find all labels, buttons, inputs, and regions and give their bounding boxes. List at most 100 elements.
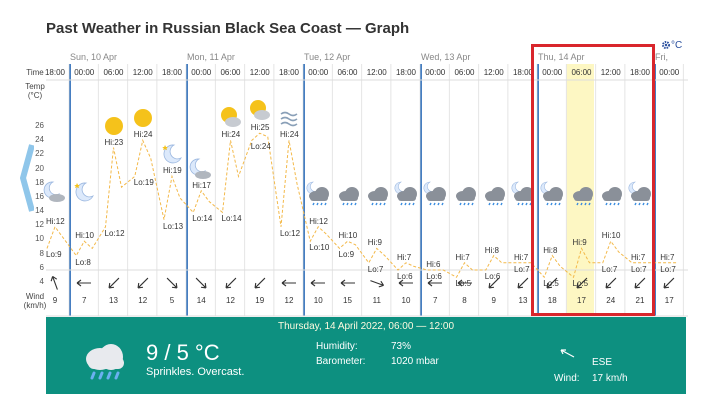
wind-arrow-icon [369, 280, 384, 288]
moon-icon [74, 182, 95, 202]
temp-unit-label: (°C) [27, 91, 43, 100]
moon-rain-icon [394, 181, 417, 206]
temp-row-label: Temp [25, 82, 45, 91]
time-label: 06:00 [571, 68, 592, 77]
wind-speed: 14 [196, 296, 206, 305]
wind-arrow-icon [546, 277, 558, 289]
wind-speed: 9 [52, 296, 58, 305]
time-label: 00:00 [74, 68, 95, 77]
lo-label: Lo:5 [455, 279, 472, 289]
barometer-value: 1020 mbar [391, 356, 439, 367]
gear-icon [662, 41, 670, 49]
wind-arrow-icon [457, 279, 472, 287]
y-axis-tick: 6 [39, 262, 44, 272]
time-label: 18:00 [395, 68, 417, 77]
day-label: Fri, [655, 52, 668, 62]
hi-label: Hi:7 [631, 252, 646, 262]
lo-label: Lo:7 [514, 264, 530, 274]
wind-speed: 12 [138, 296, 148, 305]
sun-cloud-icon [249, 100, 270, 121]
temperature-line [46, 132, 678, 279]
page-title: Past Weather in Russian Black Sea Coast … [46, 20, 410, 37]
detail-description: Sprinkles. Overcast. [146, 366, 245, 378]
rain-cloud-icon [367, 187, 388, 206]
wind-speed: 9 [491, 296, 496, 305]
hi-label: Hi:23 [104, 137, 124, 147]
moon-cloud-icon [189, 158, 212, 179]
sun-icon [133, 109, 152, 128]
hi-label: Hi:12 [309, 216, 328, 226]
humidity-value: 73% [391, 341, 412, 352]
hi-label: Hi:24 [133, 130, 153, 140]
time-label: 12:00 [249, 68, 270, 77]
wind-speed: 5 [169, 296, 175, 305]
moon-icon [162, 144, 182, 164]
lo-label: Lo:14 [192, 214, 213, 224]
lo-label: Lo:6 [397, 272, 413, 281]
wind-speed: 7 [82, 296, 87, 305]
hi-label: Hi:7 [397, 252, 412, 262]
rain-cloud-icon [484, 187, 505, 206]
moon-rain-icon [511, 181, 534, 206]
hi-label: Hi:7 [455, 252, 470, 262]
hi-label: Hi:8 [484, 245, 499, 255]
wind-speed: 12 [226, 296, 235, 305]
wind-speed: 12 [284, 296, 294, 305]
wind-speed: 17 [664, 296, 674, 305]
lo-label: Lo:10 [309, 243, 330, 253]
weather-graph [46, 64, 688, 317]
wind-row-label: Wind [25, 292, 45, 301]
hi-label: Hi:9 [367, 238, 382, 248]
chevron-left-icon [20, 144, 35, 212]
time-label: 06:00 [220, 68, 241, 77]
day-label: Tue, 12 Apr [304, 52, 351, 62]
time-label: 18:00 [44, 68, 66, 77]
time-label: 06:00 [454, 68, 475, 77]
y-axis-tick: 16 [35, 191, 44, 201]
wind-speed: 13 [109, 296, 118, 305]
wind-speed: 7 [433, 296, 438, 305]
moon-cloud-icon [43, 181, 65, 202]
wind-arrow-icon [488, 277, 500, 289]
hi-label: Hi:6 [426, 260, 441, 269]
lo-label: Lo:12 [280, 228, 301, 238]
y-axis-tick: 4 [39, 277, 44, 287]
time-row-label: Time [26, 68, 44, 77]
lo-label: Lo:14 [221, 214, 242, 224]
wind-label: Wind: [554, 373, 580, 384]
rain-cloud-icon [455, 187, 476, 206]
wind-speed: 21 [635, 296, 645, 305]
wind-speed: 19 [255, 296, 265, 305]
wind-speed: 10 [401, 296, 411, 305]
y-axis-tick: 12 [35, 220, 44, 230]
detail-temperature: 9 / 5 °C [146, 340, 220, 365]
lo-label: Lo:13 [163, 221, 184, 231]
lo-label: Lo:6 [426, 272, 442, 281]
hi-label: Hi:17 [192, 180, 211, 190]
wind-direction-icon [560, 349, 575, 358]
wind-arrow-icon [137, 277, 149, 289]
wind-arrow-icon [634, 277, 646, 289]
hi-label: Hi:25 [250, 123, 270, 133]
lo-label: Lo:6 [484, 272, 501, 281]
lo-label: Lo:7 [601, 264, 618, 274]
time-label: 18:00 [278, 68, 300, 77]
lo-label: Lo:9 [46, 250, 62, 260]
time-label: 06:00 [337, 68, 358, 77]
sun-cloud-icon [220, 107, 241, 128]
rain-cloud-icon [572, 187, 593, 206]
y-axis-tick: 18 [35, 177, 44, 187]
y-axis-tick: 22 [35, 149, 44, 159]
y-axis-tick: 26 [35, 121, 44, 130]
previous-arrow[interactable] [20, 143, 35, 213]
day-label: Mon, 11 Apr [187, 52, 235, 62]
time-label: 12:00 [132, 68, 153, 77]
day-label: Thu, 14 Apr [538, 52, 585, 62]
wind-arrow-icon [76, 279, 92, 287]
lo-label: Lo:9 [338, 250, 355, 260]
y-axis-tick: 24 [35, 135, 44, 145]
wind-arrow-icon [663, 277, 675, 289]
wind-speed: 17 [577, 296, 586, 305]
lo-label: Lo:24 [250, 142, 271, 152]
unit-toggle[interactable]: °C [661, 40, 682, 51]
